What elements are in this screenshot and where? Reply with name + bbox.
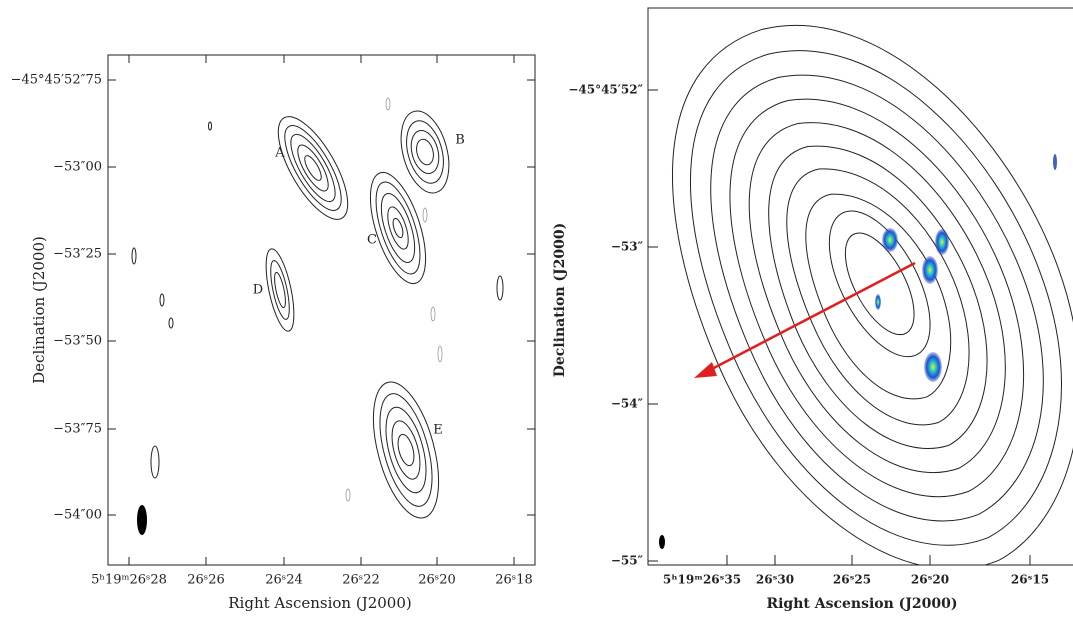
x-tick-label: 26ˢ18 (495, 573, 532, 588)
x-tick-label: 5ʰ19ᵐ26ˢ28 (91, 573, 167, 588)
source-label: C (367, 233, 377, 248)
right-frame (648, 8, 1073, 565)
x-tick-label: 26ˢ24 (265, 573, 302, 588)
y-axis-label: Declination (J2000) (30, 236, 48, 384)
source-label: D (253, 283, 263, 298)
source-label: B (455, 133, 465, 148)
x-tick-label: 26ˢ26 (187, 573, 224, 588)
y-axis-label: Declination (J2000) (552, 223, 568, 377)
x-tick-label: 26ˢ22 (342, 573, 379, 588)
source-label: A (274, 146, 285, 161)
figure: A B C D E Right Ascension (J2000) Declin… (0, 0, 1073, 614)
x-tick-label: 26ˢ20 (911, 573, 949, 587)
left-panel: A B C D E Right Ascension (J2000) Declin… (30, 55, 535, 612)
x-tick-label: 26ˢ15 (1011, 573, 1049, 587)
y-tick-label: −53″00 (53, 160, 102, 175)
y-tick-label: −45°45′52″75 (11, 73, 102, 88)
y-tick-label: −53″25 (53, 247, 102, 262)
y-tick-label: −54″ (611, 397, 644, 411)
y-tick-label: −53″75 (53, 422, 102, 437)
left-frame (108, 55, 535, 565)
y-tick-label: −55″ (611, 554, 644, 568)
y-tick-label: −54″00 (53, 508, 102, 523)
y-tick-label: −53″50 (53, 334, 102, 349)
source-label: E (433, 423, 443, 438)
x-tick-label: 26ˢ20 (418, 573, 455, 588)
x-axis-label: Right Ascension (J2000) (766, 596, 957, 612)
x-tick-label: 5ʰ19ᵐ26ˢ35 (663, 573, 741, 587)
y-tick-label: −53″ (611, 240, 644, 254)
left-contours (132, 98, 503, 535)
x-tick-label: 26ˢ25 (833, 573, 871, 587)
x-tick-label: 26ˢ30 (756, 573, 794, 587)
x-axis-label: Right Ascension (J2000) (228, 594, 411, 612)
arrow-head (694, 362, 717, 378)
direction-arrow (708, 263, 915, 371)
y-tick-label: −45°45′52″ (568, 83, 643, 97)
